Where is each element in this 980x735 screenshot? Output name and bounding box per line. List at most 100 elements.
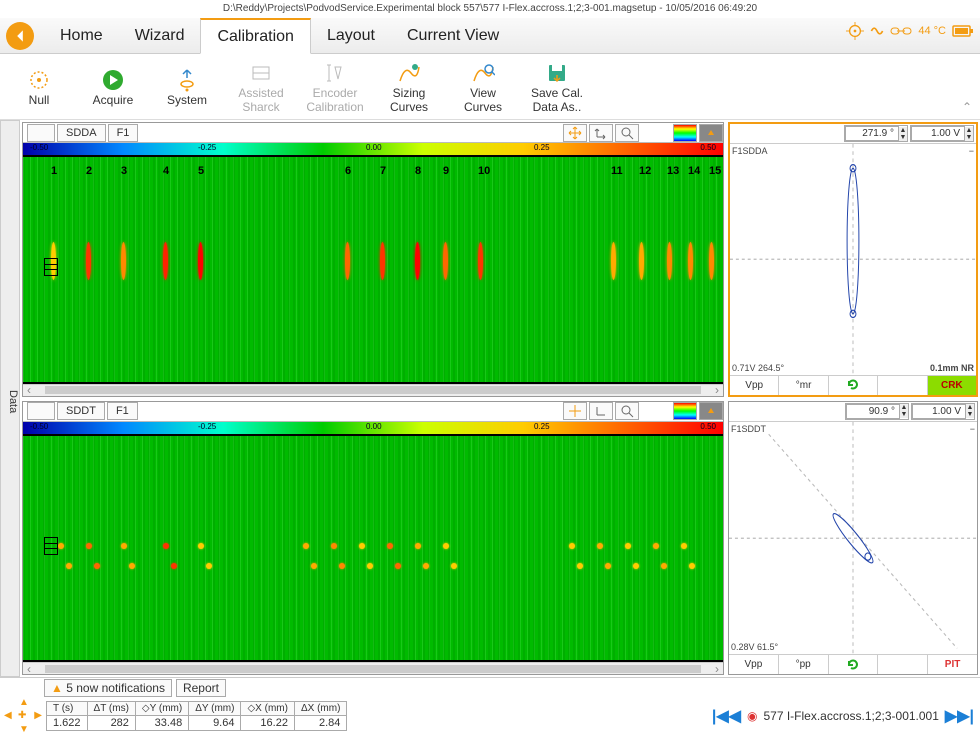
ribbon-assisted-sharck: Assisted Sharck xyxy=(230,59,292,113)
tab-wizard[interactable]: Wizard xyxy=(119,18,201,53)
liss-sddt-refresh-btn[interactable] xyxy=(829,655,879,674)
col-dx: ΔX (mm)2.84 xyxy=(295,702,346,730)
lissajous-sddt: 90.9 °▲▼ 1.00 V▲▼ F1SDDT 0.28V 61.5° − V xyxy=(728,401,978,676)
tab-home[interactable]: Home xyxy=(44,18,119,53)
ribbon-sizing-curves[interactable]: Sizing Curves xyxy=(378,59,440,113)
col-dt: ΔT (ms)282 xyxy=(88,702,136,730)
side-tab-data[interactable]: Data xyxy=(0,120,20,677)
cscan-sddt-blank-btn[interactable] xyxy=(27,402,55,420)
tab-calibration[interactable]: Calibration xyxy=(200,18,310,54)
cscan-sdda-plot[interactable]: 123456789101112131415 xyxy=(23,155,723,384)
lissajous-sdda: 271.9 °▲▼ 1.00 V▲▼ F1SDDA 0.71V 264.5° 0… xyxy=(728,122,978,397)
cscan-sddt-scrollbar[interactable]: ‹› xyxy=(23,662,723,674)
cscan-axis-icon[interactable] xyxy=(589,124,613,142)
temp-readout: 44 °C xyxy=(918,25,946,37)
coord-table: T (s)1.622 ΔT (ms)282 ◇Y (mm)33.48 ΔY (m… xyxy=(46,701,347,731)
cscan-sddt-plot[interactable] xyxy=(23,434,723,663)
cscan-sdda-scrollbar[interactable]: ‹› xyxy=(23,384,723,396)
ribbon-null[interactable]: Null xyxy=(8,66,70,107)
scale-n50: -0.50 xyxy=(30,143,48,152)
cscan2-axis-icon[interactable] xyxy=(589,402,613,420)
cscan-move-icon[interactable] xyxy=(563,124,587,142)
system-icon xyxy=(175,68,199,92)
scale-p25: 0.25 xyxy=(534,143,550,152)
nav-cross[interactable]: ▲ ▼ ◀ ▶ ✚ xyxy=(6,699,40,733)
nav-last-button[interactable]: ▶▶| xyxy=(945,706,974,726)
ribbon-collapse-chevron-icon[interactable]: ⌃ xyxy=(962,100,972,114)
link-icon xyxy=(890,24,912,38)
encoder-icon xyxy=(323,61,347,85)
file-name: 577 I-Flex.accross.1;2;3-001.001 xyxy=(763,709,938,723)
ribbon-view-curves[interactable]: View Curves xyxy=(452,59,514,113)
cscan-sdda-blank-btn[interactable] xyxy=(27,124,55,142)
liss-sdda-plot[interactable]: F1SDDA 0.71V 264.5° 0.1mm NR − xyxy=(730,144,976,375)
liss-sddt-mode-btn[interactable]: °pp xyxy=(779,655,829,674)
cursor-marker-2[interactable] xyxy=(44,537,58,555)
col-cx: ◇X (mm)16.22 xyxy=(241,702,294,730)
back-button[interactable] xyxy=(6,22,34,50)
cscan2-palette-icon[interactable] xyxy=(673,402,697,420)
tab-current-view[interactable]: Current View xyxy=(391,18,515,53)
signal-icon xyxy=(870,24,884,38)
liss-sdda-refresh-btn[interactable] xyxy=(829,376,878,395)
liss-sdda-result[interactable]: CRK xyxy=(928,376,976,395)
cscan-sdda-freq-btn[interactable]: F1 xyxy=(108,124,139,142)
liss-sdda-footer: Vpp °mr CRK xyxy=(730,375,976,395)
cursor-marker[interactable] xyxy=(44,258,58,276)
liss-sdda-volt-field[interactable]: 1.00 V▲▼ xyxy=(910,125,974,142)
cscan-sdda-header: SDDA F1 xyxy=(23,123,723,143)
workspace: Data SDDA F1 -0.50 -0.25 xyxy=(0,120,980,677)
liss-sdda-angle-field[interactable]: 271.9 °▲▼ xyxy=(844,125,908,142)
notifications-button[interactable]: ▲ 5 now notifications xyxy=(44,679,172,697)
tab-layout[interactable]: Layout xyxy=(311,18,391,53)
cscan-sdda-channel-btn[interactable]: SDDA xyxy=(57,124,106,142)
liss-sddt-channel-label: F1SDDT xyxy=(731,424,766,434)
liss-sdda-header: 271.9 °▲▼ 1.00 V▲▼ xyxy=(730,124,976,144)
liss-sddt-footer: Vpp °pp PIT xyxy=(729,654,977,674)
null-icon xyxy=(27,68,51,92)
ribbon-encoder-cal: Encoder Calibration xyxy=(304,59,366,113)
minus-icon-2[interactable]: − xyxy=(970,424,975,434)
defect-number: 8 xyxy=(415,165,421,177)
assisted-icon xyxy=(249,61,273,85)
cscan2-up-arrow-icon[interactable] xyxy=(699,402,723,420)
minus-icon[interactable]: − xyxy=(969,146,974,156)
defect-number: 7 xyxy=(380,165,386,177)
liss-sdda-vpp-btn[interactable]: Vpp xyxy=(730,376,779,395)
liss-sddt-result[interactable]: PIT xyxy=(928,655,977,674)
cscan-sdda: SDDA F1 -0.50 -0.25 0.00 0.25 0.50 xyxy=(22,122,724,397)
cscan-zoom-icon[interactable] xyxy=(615,124,639,142)
nav-first-button[interactable]: |◀◀ xyxy=(712,706,741,726)
ribbon-acquire[interactable]: Acquire xyxy=(82,66,144,107)
ribbon-assisted-label: Assisted Sharck xyxy=(230,87,292,113)
battery-icon xyxy=(952,24,974,38)
cscan-sddt-freq-btn[interactable]: F1 xyxy=(107,402,138,420)
cscan2-zoom-icon[interactable] xyxy=(615,402,639,420)
scale-n25: -0.25 xyxy=(198,143,216,152)
liss-sdda-mode-btn[interactable]: °mr xyxy=(779,376,828,395)
col-t: T (s)1.622 xyxy=(47,702,88,730)
liss-sddt-plot[interactable]: F1SDDT 0.28V 61.5° − xyxy=(729,422,977,655)
pane-row-1: SDDA F1 -0.50 -0.25 0.00 0.25 0.50 xyxy=(22,122,978,397)
liss-sdda-blank[interactable] xyxy=(878,376,927,395)
liss-sddt-volt-field[interactable]: 1.00 V▲▼ xyxy=(911,403,975,420)
liss-sddt-blank[interactable] xyxy=(878,655,928,674)
liss-sddt-angle-field[interactable]: 90.9 °▲▼ xyxy=(845,403,909,420)
warning-icon: ▲ xyxy=(51,681,63,695)
sizing-icon xyxy=(397,61,421,85)
cscan-palette-icon[interactable] xyxy=(673,124,697,142)
defect-number: 5 xyxy=(198,165,204,177)
liss-sdda-channel-label: F1SDDA xyxy=(732,146,768,156)
defect-number: 2 xyxy=(86,165,92,177)
liss-sddt-readout: 0.28V 61.5° xyxy=(731,642,778,652)
ribbon-save-cal[interactable]: Save Cal. Data As.. xyxy=(526,59,588,113)
cscan2-move-icon[interactable] xyxy=(563,402,587,420)
viewcurves-icon xyxy=(471,61,495,85)
ribbon-system[interactable]: System xyxy=(156,66,218,107)
defect-number: 4 xyxy=(163,165,169,177)
cscan-sddt-channel-btn[interactable]: SDDT xyxy=(57,402,105,420)
report-button[interactable]: Report xyxy=(176,679,226,697)
scale2-n50: -0.50 xyxy=(30,422,48,431)
cscan-up-arrow-icon[interactable] xyxy=(699,124,723,142)
liss-sddt-vpp-btn[interactable]: Vpp xyxy=(729,655,779,674)
